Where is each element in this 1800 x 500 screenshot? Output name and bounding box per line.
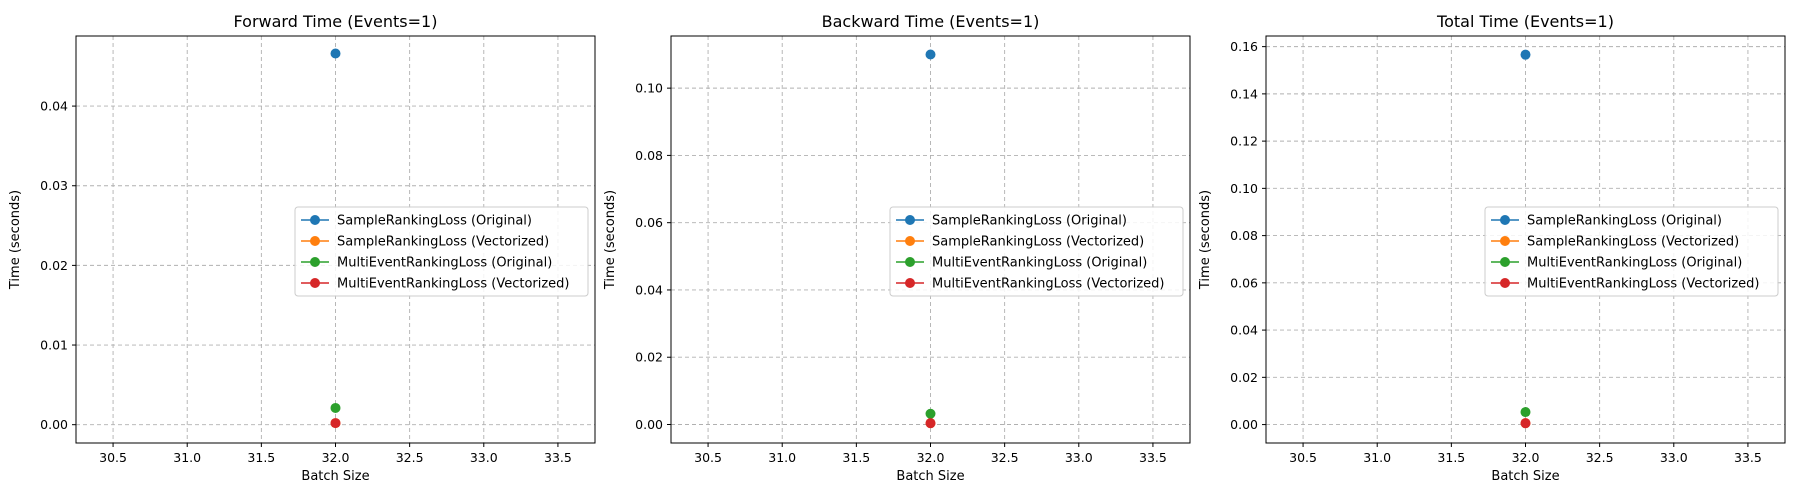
legend-label: SampleRankingLoss (Original) — [337, 214, 532, 229]
y-tick-label: 0.04 — [1230, 323, 1258, 338]
y-tick-label: 0.10 — [1230, 181, 1258, 196]
legend-label: MultiEventRankingLoss (Original) — [337, 256, 552, 271]
y-tick-label: 0.03 — [40, 178, 68, 193]
data-point-series-1 — [1520, 49, 1531, 60]
x-tick-label: 33.5 — [1734, 450, 1762, 465]
legend-marker — [905, 215, 915, 225]
chart-panel-1: Forward Time (Events=1) 30.5 31.0 31.5 32.0 3… — [8, 12, 596, 484]
legend-marker — [905, 236, 915, 246]
y-tick-label: 0.00 — [40, 417, 68, 432]
y-tick-label: 0.08 — [635, 148, 663, 163]
y-tick-label: 0.02 — [1230, 370, 1258, 385]
legend-label: MultiEventRankingLoss (Original) — [1527, 256, 1742, 271]
chart-title: Forward Time (Events=1) — [234, 12, 438, 31]
legend-label: SampleRankingLoss (Original) — [1527, 214, 1722, 229]
x-tick-label: 31.0 — [1363, 450, 1391, 465]
y-tick-label: 0.06 — [635, 215, 663, 230]
legend-box — [294, 206, 589, 297]
x-tick-label: 33.0 — [1065, 450, 1093, 465]
y-tick-label: 0.08 — [1230, 228, 1258, 243]
legend-marker — [1500, 278, 1510, 288]
x-axis-label: Batch Size — [896, 469, 964, 484]
x-tick-label: 32.5 — [991, 450, 1019, 465]
x-tick-label: 33.0 — [470, 450, 498, 465]
data-point-series-4 — [330, 418, 341, 429]
y-tick-label: 0.00 — [635, 417, 663, 432]
x-tick-label: 33.0 — [1660, 450, 1688, 465]
x-tick-label: 31.0 — [173, 450, 201, 465]
y-axis-label: Time (seconds) — [1198, 190, 1213, 290]
data-point-series-1 — [330, 48, 341, 59]
legend-label: SampleRankingLoss (Vectorized) — [1527, 235, 1739, 250]
data-point-series-3 — [330, 402, 341, 413]
legend-marker — [310, 236, 320, 246]
y-tick-label: 0.10 — [635, 81, 663, 96]
y-tick-label: 0.04 — [40, 99, 68, 114]
x-tick-label: 31.5 — [1437, 450, 1465, 465]
legend-box — [1484, 206, 1779, 297]
y-tick-label: 0.00 — [1230, 417, 1258, 432]
x-tick-label: 32.0 — [322, 450, 350, 465]
legend-marker — [310, 257, 320, 267]
data-point-series-3 — [1520, 407, 1531, 418]
legend-label: SampleRankingLoss (Original) — [932, 214, 1127, 229]
x-tick-label: 33.5 — [1139, 450, 1167, 465]
legend: SampleRankingLoss (Original) SampleRankin… — [294, 206, 589, 297]
y-axis-label: Time (seconds) — [8, 190, 23, 290]
x-tick-label: 31.5 — [247, 450, 275, 465]
y-tick-label: 0.14 — [1230, 86, 1258, 101]
legend-marker — [1500, 215, 1510, 225]
legend-label: SampleRankingLoss (Vectorized) — [337, 235, 549, 250]
legend: SampleRankingLoss (Original) SampleRankin… — [889, 206, 1184, 297]
legend-label: MultiEventRankingLoss (Vectorized) — [337, 277, 570, 292]
legend-marker — [905, 257, 915, 267]
y-tick-label: 0.12 — [1230, 134, 1258, 149]
data-point-series-4 — [1520, 418, 1531, 429]
x-axis-label: Batch Size — [301, 469, 369, 484]
x-tick-label: 31.0 — [768, 450, 796, 465]
legend-marker — [310, 278, 320, 288]
x-tick-label: 32.0 — [1512, 450, 1540, 465]
y-tick-label: 0.01 — [40, 338, 68, 353]
x-tick-label: 30.5 — [99, 450, 127, 465]
x-tick-label: 32.5 — [396, 450, 424, 465]
x-tick-label: 30.5 — [694, 450, 722, 465]
legend-marker — [310, 215, 320, 225]
legend-marker — [905, 278, 915, 288]
legend-label: MultiEventRankingLoss (Vectorized) — [1527, 277, 1760, 292]
x-tick-label: 32.0 — [917, 450, 945, 465]
legend-label: MultiEventRankingLoss (Vectorized) — [932, 277, 1165, 292]
chart-panel-2: Backward Time (Events=1) 30.5 31.0 31.5 32.0… — [603, 12, 1191, 484]
y-tick-label: 0.16 — [1230, 39, 1258, 54]
chart-title: Total Time (Events=1) — [1436, 12, 1614, 31]
y-tick-label: 0.06 — [1230, 275, 1258, 290]
legend-marker — [1500, 257, 1510, 267]
x-axis-label: Batch Size — [1491, 469, 1559, 484]
x-tick-label: 32.5 — [1586, 450, 1614, 465]
chart-panel-3: Total Time (Events=1) 30.5 31.0 31.5 32.0 32.… — [1198, 12, 1786, 484]
legend: SampleRankingLoss (Original) SampleRankin… — [1484, 206, 1779, 297]
y-tick-label: 0.02 — [40, 258, 68, 273]
data-point-series-1 — [925, 49, 936, 60]
x-tick-label: 30.5 — [1289, 450, 1317, 465]
y-tick-label: 0.02 — [635, 350, 663, 365]
data-point-series-3 — [925, 408, 936, 419]
y-axis-label: Time (seconds) — [603, 190, 618, 290]
legend-box — [889, 206, 1184, 297]
chart-title: Backward Time (Events=1) — [822, 12, 1040, 31]
legend-label: SampleRankingLoss (Vectorized) — [932, 235, 1144, 250]
x-tick-label: 31.5 — [842, 450, 870, 465]
legend-label: MultiEventRankingLoss (Original) — [932, 256, 1147, 271]
data-point-series-4 — [925, 418, 936, 429]
x-tick-label: 33.5 — [544, 450, 572, 465]
y-tick-label: 0.04 — [635, 282, 663, 297]
legend-marker — [1500, 236, 1510, 246]
